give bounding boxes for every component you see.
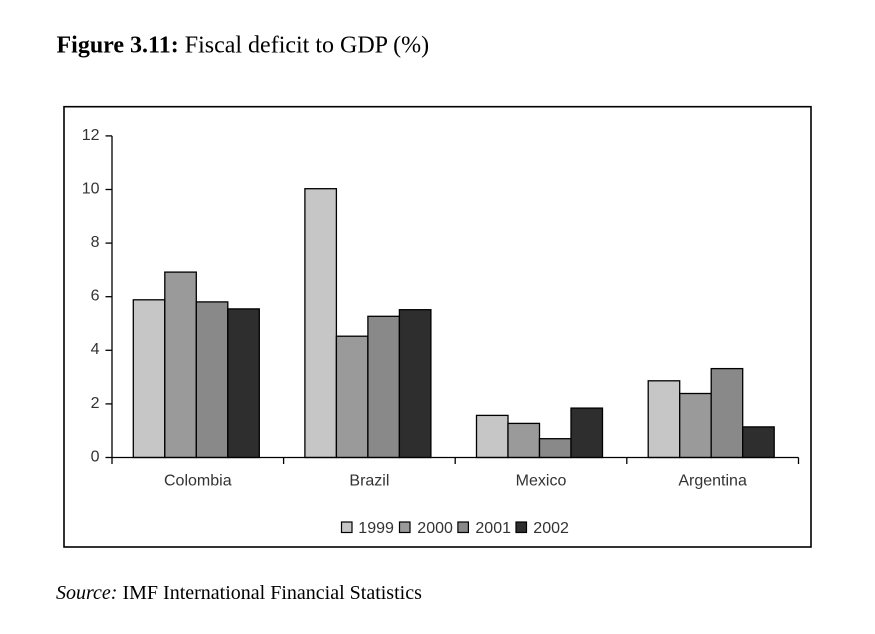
svg-text:2002: 2002: [533, 520, 569, 537]
svg-text:Mexico: Mexico: [516, 473, 567, 490]
svg-text:8: 8: [91, 234, 100, 251]
svg-text:Argentina: Argentina: [678, 473, 747, 490]
svg-text:1999: 1999: [358, 520, 394, 537]
svg-text:6: 6: [91, 288, 100, 305]
svg-text:2000: 2000: [417, 520, 453, 537]
svg-text:2: 2: [91, 395, 100, 412]
svg-text:Source: IMF International Fina: Source: IMF International Financial Stat…: [56, 582, 422, 604]
svg-text:10: 10: [82, 180, 100, 197]
svg-text:12: 12: [82, 127, 100, 144]
svg-text:Figure 3.11: Fiscal deficit to: Figure 3.11: Fiscal deficit to GDP (%): [57, 33, 430, 59]
svg-text:0: 0: [91, 448, 100, 465]
svg-text:4: 4: [91, 341, 100, 358]
svg-text:Brazil: Brazil: [349, 473, 389, 490]
svg-text:2001: 2001: [475, 520, 511, 537]
svg-text:Colombia: Colombia: [164, 473, 232, 490]
